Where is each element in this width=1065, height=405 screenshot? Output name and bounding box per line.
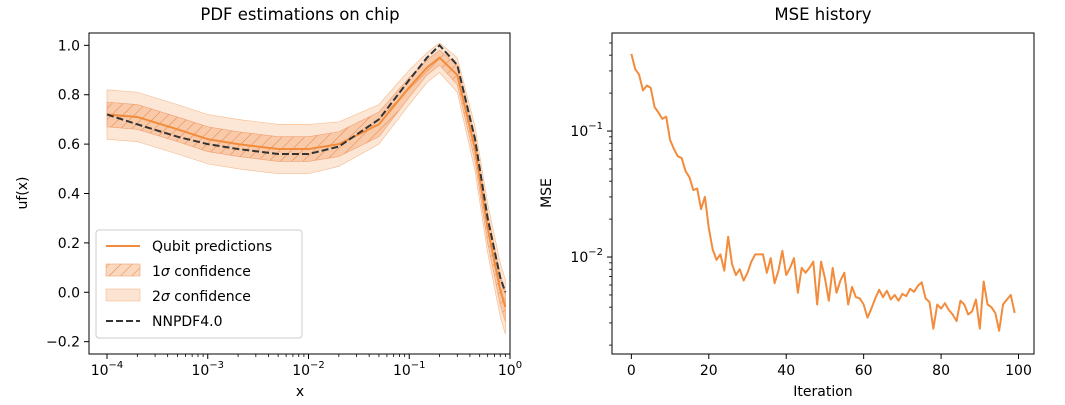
x-tick-label: 10−2 (292, 360, 325, 379)
y-axis-label: uf(x) (15, 176, 31, 209)
series-lines (630, 53, 1016, 332)
series-lines (106, 43, 507, 308)
x-tick-label: 0 (627, 363, 636, 379)
x-axis-ticks: 10−4 10−3 10−2 10−1 100 (91, 354, 522, 379)
y-tick-label: 0.0 (58, 285, 80, 301)
x-axis-label: x (296, 384, 304, 400)
sigma1-band (106, 49, 506, 322)
legend-label-sigma1: 1σ confidence (152, 264, 251, 280)
legend-label-predictions: Qubit predictions (152, 239, 272, 255)
x-tick-label: 40 (777, 363, 795, 379)
x-tick-label: 10−4 (91, 360, 124, 379)
series-line-qubit-predictions (106, 56, 507, 308)
pdf-chart: PDF estimations on chip 10−4 10−3 10−2 10−1… (15, 5, 522, 400)
mse-chart: MSE history 0 20 40 60 80 100 10−1 10−2 Iterat… (539, 5, 1035, 400)
y-axis-label: MSE (539, 178, 555, 208)
sigma2-band (106, 42, 506, 335)
y-tick-label: 0.8 (58, 88, 80, 104)
x-tick-label: 100 (1005, 363, 1032, 379)
x-tick-label: 10−3 (191, 360, 224, 379)
legend-swatch-sigma2 (105, 288, 141, 302)
y-axis-ticks: −0.2 0.0 0.2 0.4 0.6 0.8 1.0 (46, 38, 89, 351)
y-tick-label: 0.4 (58, 187, 80, 203)
y-tick-label: −0.2 (46, 335, 80, 351)
y-tick-label: 10−1 (570, 121, 603, 140)
legend-box (95, 229, 303, 339)
legend: Qubit predictions 1σ confidence 2σ confi… (95, 229, 303, 339)
legend-label-reference: NNPDF4.0 (152, 314, 223, 330)
x-tick-label: 80 (932, 363, 950, 379)
y-axis-ticks: 10−1 10−2 (570, 42, 612, 346)
x-tick-label: 20 (700, 363, 718, 379)
chart-title: MSE history (774, 5, 871, 24)
sigma2-band-layer (106, 42, 506, 335)
y-tick-label: 0.2 (58, 236, 80, 252)
series-line-mse (630, 53, 1016, 332)
x-tick-label: 100 (498, 360, 522, 379)
y-tick-label: 10−2 (570, 247, 603, 266)
x-tick-label: 60 (855, 363, 873, 379)
legend-swatch-sigma1 (105, 263, 141, 277)
y-tick-label: 1.0 (58, 38, 80, 54)
x-tick-label: 10−1 (393, 360, 426, 379)
sigma1-band-layer (106, 49, 506, 322)
chart-title: PDF estimations on chip (200, 5, 399, 24)
legend-label-sigma2: 2σ confidence (152, 289, 251, 305)
plot-frame (611, 32, 1035, 355)
x-axis-label: Iteration (793, 384, 852, 400)
series-line-nnpdf (106, 43, 507, 293)
y-tick-label: 0.6 (58, 137, 80, 153)
x-axis-ticks: 0 20 40 60 80 100 (627, 354, 1032, 379)
